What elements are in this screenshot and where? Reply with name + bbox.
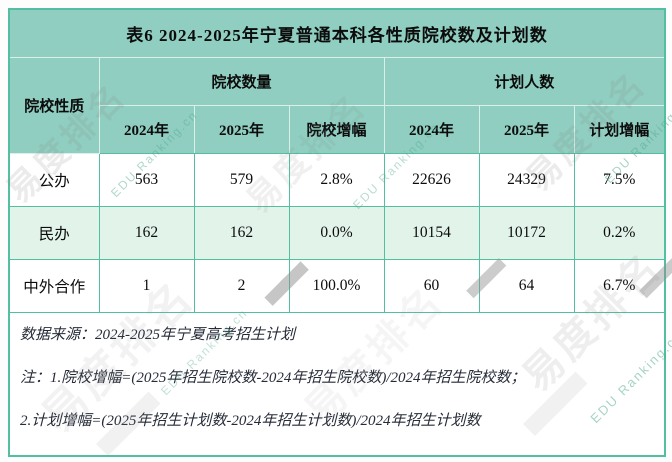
cell-value: 64	[478, 259, 575, 313]
cell-value: 7.5%	[573, 153, 666, 207]
col-header-2024-institutions: 2024年	[98, 105, 195, 154]
footnote-block: 数据来源：2024-2025年宁夏高考招生计划 注：1.院校增幅=(2025年招…	[10, 313, 664, 431]
col-header-2025-plan: 2025年	[478, 105, 575, 154]
row-category: 公办	[8, 153, 100, 207]
cell-value: 10172	[478, 206, 575, 260]
cell-value: 2.8%	[288, 153, 385, 207]
col-header-plan-growth: 计划增幅	[573, 105, 666, 154]
cell-value: 10154	[383, 206, 480, 260]
institutions-plan-table: 表6 2024-2025年宁夏普通本科各性质院校数及计划数 院校性质 院校数量 …	[8, 8, 667, 457]
title-row: 表6 2024-2025年宁夏普通本科各性质院校数及计划数	[9, 9, 666, 58]
cell-value: 6.7%	[573, 259, 666, 313]
group-header-planned-enrollment: 计划人数	[383, 57, 666, 106]
cell-value: 579	[193, 153, 290, 207]
cell-value: 24329	[478, 153, 575, 207]
col-header-institution-growth: 院校增幅	[288, 105, 385, 154]
table-row-public: 公办 563 579 2.8% 22626 24329 7.5%	[8, 153, 666, 207]
col-header-2025-institutions: 2025年	[193, 105, 290, 154]
cell-value: 162	[193, 206, 290, 260]
cell-value: 1	[98, 259, 195, 313]
table-row-private: 民办 162 162 0.0% 10154 10172 0.2%	[8, 206, 666, 260]
note-line-2: 2.计划增幅=(2025年招生计划数-2024年招生计划数)/2024年招生计划…	[20, 413, 481, 429]
table-row-sino-foreign: 中外合作 1 2 100.0% 60 64 6.7%	[8, 259, 666, 313]
table-title: 表6 2024-2025年宁夏普通本科各性质院校数及计划数	[9, 9, 666, 58]
cell-value: 0.0%	[288, 206, 385, 260]
footnote-row: 数据来源：2024-2025年宁夏高考招生计划 注：1.院校增幅=(2025年招…	[9, 312, 666, 456]
cell-value: 2	[193, 259, 290, 313]
row-category: 中外合作	[8, 259, 100, 313]
footnote-cell: 数据来源：2024-2025年宁夏高考招生计划 注：1.院校增幅=(2025年招…	[9, 312, 666, 456]
cell-value: 162	[98, 206, 195, 260]
sub-header-row: 2024年 2025年 院校增幅 2024年 2025年 计划增幅	[9, 105, 666, 154]
cell-value: 0.2%	[573, 206, 666, 260]
group-header-institution-count: 院校数量	[98, 57, 385, 106]
col-header-2024-plan: 2024年	[383, 105, 480, 154]
note-line-1: 注：1.院校增幅=(2025年招生院校数-2024年招生院校数)/2024年招生…	[20, 370, 526, 386]
cell-value: 100.0%	[288, 259, 385, 313]
group-header-row: 院校性质 院校数量 计划人数	[8, 57, 666, 154]
col-header-institution-type: 院校性质	[8, 57, 100, 154]
cell-value: 22626	[383, 153, 480, 207]
cell-value: 563	[98, 153, 195, 207]
cell-value: 60	[383, 259, 480, 313]
data-source-note: 数据来源：2024-2025年宁夏高考招生计划	[20, 327, 295, 343]
row-category: 民办	[8, 206, 100, 260]
